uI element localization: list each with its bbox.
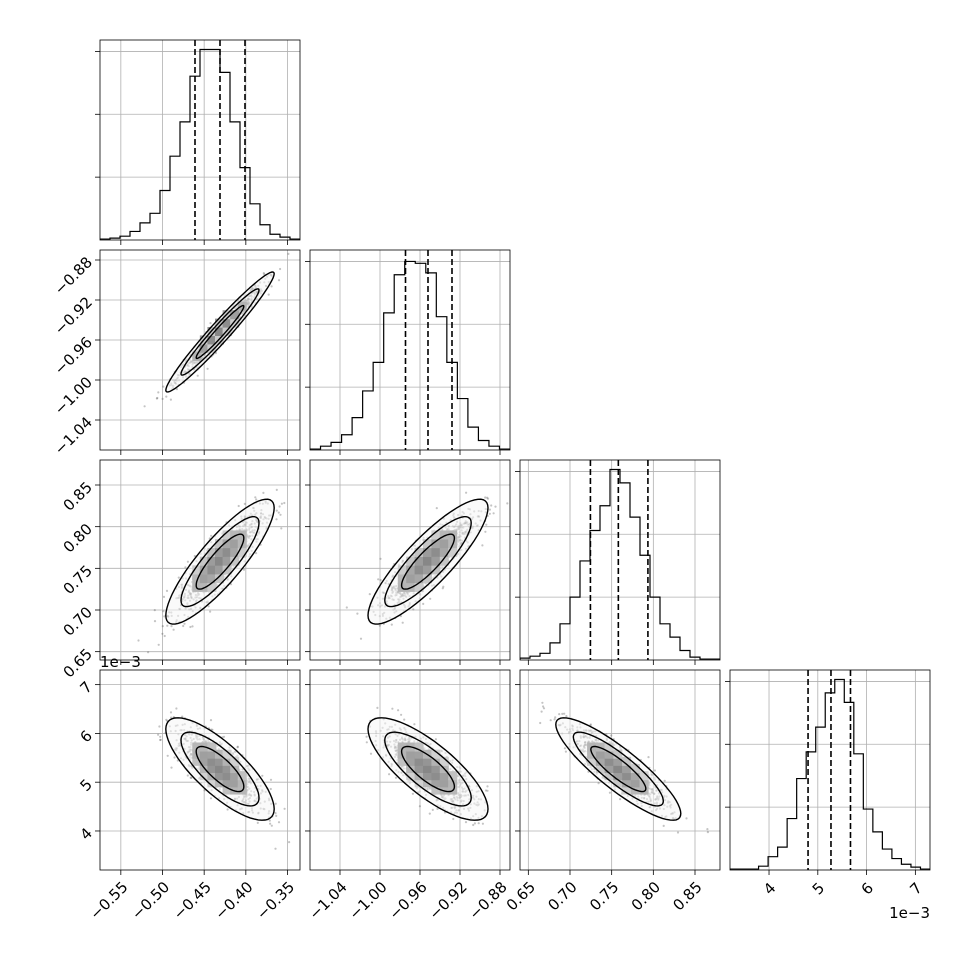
y-tick-label: 5	[77, 775, 96, 794]
contour-line	[384, 516, 472, 608]
x-tick-label: 4	[760, 879, 779, 898]
x-tick-label: −1.04	[306, 878, 351, 923]
x-tick-label: 0.75	[586, 878, 622, 914]
histogram-step	[100, 48, 300, 240]
histogram-step	[520, 468, 720, 660]
panel-frame	[519, 669, 721, 871]
y-tick-label: −0.88	[51, 253, 96, 298]
y-tick-label: 7	[77, 678, 96, 697]
scatter-panel-2-3: 0.65 0.70 0.75 0.80 0.85	[503, 669, 721, 914]
scatter-panel-0-2: 0.65 0.70 0.75 0.80 0.85	[60, 459, 301, 681]
contour-line	[195, 304, 245, 360]
scatter-panel-1-3: −1.04−1.00−0.96−0.92−0.88	[305, 669, 511, 923]
contour-line	[400, 745, 456, 793]
panel-frame	[729, 669, 931, 871]
contour-line	[384, 731, 472, 807]
panel-frame	[309, 249, 511, 451]
x-tick-label: 0.85	[669, 878, 705, 914]
y-tick-label: 0.85	[60, 478, 96, 514]
contour-line	[180, 516, 260, 608]
x-tick-label: −0.96	[386, 878, 431, 923]
y-tick-label: 4	[77, 824, 96, 843]
histogram-panel-0	[95, 39, 301, 245]
x-tick-label: 0.80	[628, 878, 664, 914]
contour-line	[165, 717, 275, 821]
contour-line	[180, 288, 260, 376]
x-tick-label: −0.40	[211, 878, 256, 923]
y-tick-label: 0.75	[60, 562, 96, 598]
contour-line	[400, 533, 456, 590]
x-tick-label: −0.55	[86, 878, 131, 923]
histogram-panel-1	[305, 249, 511, 455]
x-tick-label: −0.35	[253, 878, 298, 923]
histogram-panel-2	[515, 459, 721, 665]
y-tick-label: 0.80	[60, 520, 96, 556]
histogram-panel-3: 4 5 6 7	[725, 669, 931, 898]
histogram-step	[310, 260, 510, 450]
panel-frame	[99, 459, 301, 661]
contour-line	[180, 731, 260, 807]
contour-line	[367, 717, 489, 821]
y-tick-label: −0.96	[51, 333, 96, 378]
panel-frame	[99, 669, 301, 871]
panel-frame	[309, 669, 511, 871]
x-tick-label: −0.50	[128, 878, 173, 923]
y-tick-label: 6	[77, 727, 96, 746]
x-tick-label: 0.70	[544, 878, 580, 914]
contour-line	[165, 498, 275, 625]
contour-line	[195, 533, 245, 590]
x-tick-label: −0.92	[426, 878, 471, 923]
scatter-panel-0-3: −0.55−0.50−0.45−0.40−0.35 4 5 6 7	[77, 669, 301, 923]
x-offset-label: 1e−3	[889, 904, 930, 922]
y-tick-label: 0.65	[60, 645, 96, 681]
scatter-panel-0-1: −1.04−1.00−0.96−0.92−0.88	[51, 249, 301, 459]
x-tick-label: 7	[906, 879, 925, 898]
panel-frame	[99, 249, 301, 451]
y-tick-label: −1.04	[51, 413, 96, 458]
panel-frame	[519, 459, 721, 661]
panel-frame	[309, 459, 511, 661]
contour-line	[590, 745, 647, 793]
contour-line	[555, 717, 682, 821]
y-tick-label: −0.92	[51, 293, 96, 338]
x-tick-label: −0.45	[170, 878, 215, 923]
y-tick-label: −1.00	[51, 373, 96, 418]
contour-line	[195, 745, 245, 793]
contour-line	[572, 731, 665, 807]
x-tick-label: 6	[858, 879, 877, 898]
x-tick-label: 5	[809, 879, 828, 898]
scatter-panel-1-2	[305, 459, 511, 665]
y-offset-label: 1e−3	[100, 653, 141, 671]
contour-line	[367, 498, 489, 625]
x-tick-label: 0.65	[503, 878, 539, 914]
y-tick-label: 0.70	[60, 603, 96, 639]
contour-line	[165, 271, 275, 393]
panel-frame	[99, 39, 301, 241]
x-tick-label: −1.00	[346, 878, 391, 923]
histogram-step	[730, 678, 930, 870]
